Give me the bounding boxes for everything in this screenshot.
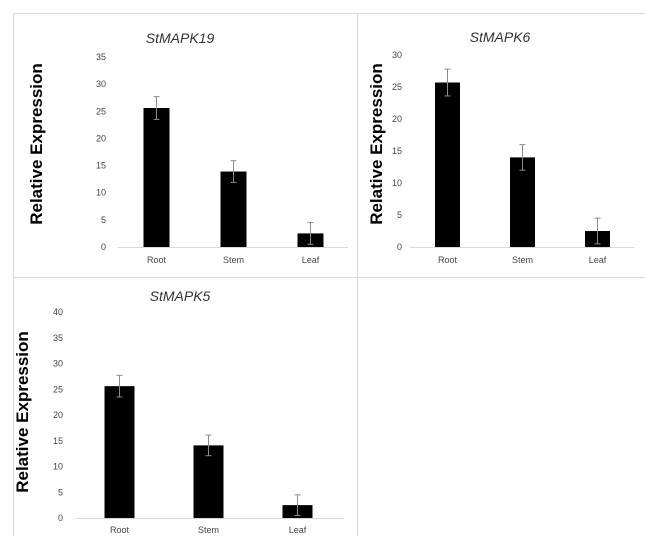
bar-root bbox=[144, 108, 170, 247]
x-tick-label: Leaf bbox=[302, 255, 320, 265]
y-tick-label: 20 bbox=[53, 410, 63, 420]
y-tick-label: 5 bbox=[101, 215, 106, 225]
x-tick-label: Root bbox=[147, 255, 167, 265]
y-tick-label: 10 bbox=[392, 178, 402, 188]
y-tick-label: 20 bbox=[392, 114, 402, 124]
y-tick-label: 0 bbox=[58, 513, 63, 523]
x-tick-label: Stem bbox=[512, 255, 533, 265]
chart-panel-1: StMAPK19 Relative Expression 0 5 10 15 20 25 30 3… bbox=[14, 14, 358, 278]
y-tick-label: 5 bbox=[58, 487, 63, 497]
y-axis-label: Relative Expression bbox=[13, 331, 32, 493]
y-tick-label: 10 bbox=[53, 462, 63, 472]
y-axis-label: Relative Expression bbox=[367, 63, 386, 225]
x-tick-label: Leaf bbox=[589, 255, 607, 265]
panel-frame bbox=[14, 278, 358, 537]
x-tick-label: Root bbox=[110, 525, 130, 535]
y-tick-label: 30 bbox=[53, 359, 63, 369]
y-tick-label: 15 bbox=[53, 436, 63, 446]
bar-root bbox=[435, 83, 460, 247]
y-tick-label: 0 bbox=[101, 242, 106, 252]
y-tick-label: 15 bbox=[96, 161, 106, 171]
y-tick-label: 25 bbox=[392, 82, 402, 92]
y-tick-label: 35 bbox=[53, 333, 63, 343]
bar-stem bbox=[194, 445, 224, 518]
y-tick-label: 15 bbox=[392, 146, 402, 156]
y-axis-label: Relative Expression bbox=[27, 63, 46, 225]
chart-title: StMAPK5 bbox=[150, 288, 211, 304]
y-tick-label: 0 bbox=[397, 242, 402, 252]
y-tick-label: 10 bbox=[96, 188, 106, 198]
y-tick-label: 40 bbox=[53, 307, 63, 317]
x-tick-label: Stem bbox=[198, 525, 219, 535]
chart-title: StMAPK19 bbox=[146, 30, 215, 46]
chart-panel-2: StMAPK6 Relative Expression 0 5 10 15 20 25 30 Ro… bbox=[358, 14, 645, 278]
y-tick-label: 35 bbox=[96, 52, 106, 62]
chart-title: StMAPK6 bbox=[470, 29, 531, 45]
x-tick-label: Stem bbox=[223, 255, 244, 265]
y-tick-label: 5 bbox=[397, 210, 402, 220]
y-tick-label: 30 bbox=[392, 50, 402, 60]
x-tick-label: Leaf bbox=[289, 525, 307, 535]
y-tick-label: 25 bbox=[53, 384, 63, 394]
chart-panel-3: StMAPK5 Relative Expression 0 5 10 15 20 25 30 35… bbox=[13, 278, 358, 537]
y-tick-label: 30 bbox=[96, 79, 106, 89]
bar-root bbox=[105, 386, 135, 518]
bar-stem bbox=[510, 157, 535, 247]
y-tick-label: 25 bbox=[96, 106, 106, 116]
y-tick-label: 20 bbox=[96, 133, 106, 143]
x-tick-label: Root bbox=[438, 255, 458, 265]
